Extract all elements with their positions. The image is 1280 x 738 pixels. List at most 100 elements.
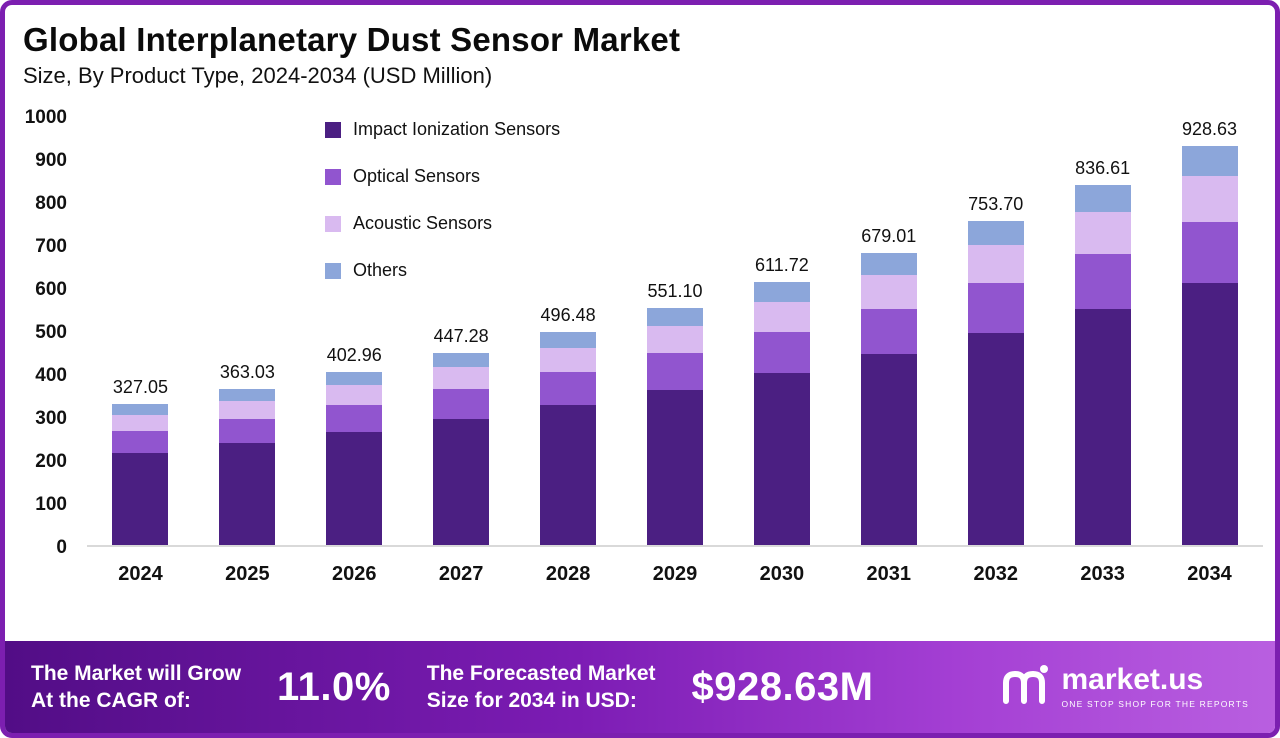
bar-group-2027: 447.28	[408, 117, 515, 545]
bar-segment-impact-ionization-sensors	[326, 431, 383, 545]
bar-segment-others	[1074, 185, 1131, 213]
bar-segment-others	[967, 220, 1024, 246]
x-axis-label: 2031	[866, 563, 912, 585]
bar-2027	[433, 352, 490, 545]
y-axis-tick: 400	[35, 365, 67, 386]
bar-value-label: 753.70	[968, 193, 1024, 214]
page-title: Global Interplanetary Dust Sensor Market	[23, 21, 681, 58]
bar-group-2032: 753.70	[942, 117, 1049, 545]
bar-2029	[646, 308, 703, 545]
bar-group-2034: 928.63	[1156, 117, 1263, 545]
bar-value-label: 836.61	[1075, 158, 1131, 179]
bar-segment-impact-ionization-sensors	[219, 442, 276, 545]
bar-segment-optical-sensors	[967, 282, 1024, 333]
bar-segment-optical-sensors	[1074, 253, 1131, 310]
bar-value-label: 327.05	[112, 377, 168, 398]
y-axis-tick: 700	[35, 236, 67, 257]
bar-2034	[1181, 145, 1238, 545]
legend-item-others: Others	[325, 260, 560, 281]
bar-value-label: 551.10	[647, 281, 703, 302]
x-axis-label: 2030	[759, 563, 805, 585]
legend-swatch	[325, 121, 341, 138]
x-axis-label: 2026	[332, 563, 377, 585]
bar-2032	[967, 220, 1024, 545]
bar-segment-acoustic-sensors	[326, 384, 383, 405]
bar-group-2024: 327.05	[87, 117, 194, 545]
x-axis-label: 2029	[652, 563, 698, 585]
legend-label: Others	[353, 260, 408, 280]
legend-item-impact-ionization-sensors: Impact Ionization Sensors	[325, 119, 560, 140]
cagr-label-line1: The Market will Grow	[31, 661, 242, 685]
forecast-label: The Forecasted Market Size for 2034 in U…	[427, 660, 656, 715]
bar-value-label: 402.96	[326, 344, 382, 365]
bar-group-2033: 836.61	[1049, 117, 1156, 545]
forecast-value: $928.63M	[691, 664, 874, 709]
bar-2024	[112, 404, 169, 545]
page-subtitle: Size, By Product Type, 2024-2034 (USD Mi…	[23, 63, 493, 88]
brand-text: market.us ONE STOP SHOP FOR THE REPORTS	[1061, 663, 1249, 710]
bar-segment-optical-sensors	[540, 372, 597, 406]
bar-2031	[860, 253, 917, 545]
y-axis-tick: 300	[35, 408, 67, 429]
bar-segment-acoustic-sensors	[1074, 212, 1131, 254]
bar-segment-impact-ionization-sensors	[1074, 309, 1131, 545]
bar-segment-others	[433, 352, 490, 368]
bar-segment-others	[753, 282, 810, 302]
legend-label: Optical Sensors	[353, 166, 481, 186]
y-axis-tick: 500	[35, 322, 67, 343]
bar-segment-others	[860, 253, 917, 275]
x-axis-label: 2028	[545, 563, 591, 585]
bar-2033	[1074, 185, 1131, 545]
bar-segment-acoustic-sensors	[112, 414, 169, 432]
legend-swatch	[325, 262, 341, 279]
x-axis-labels: 2024 2025 2026 2027 2028 2029 2030 2031 2032 2033…	[87, 563, 1263, 586]
y-axis-tick: 900	[35, 150, 67, 171]
bar-value-label: 611.72	[755, 255, 809, 275]
bar-segment-optical-sensors	[219, 418, 276, 443]
bar-value-label: 928.63	[1181, 118, 1238, 139]
cagr-label: The Market will Grow At the CAGR of:	[31, 660, 241, 715]
bar-segment-acoustic-sensors	[540, 347, 597, 373]
chart-legend: Impact Ionization Sensors Optical Sensors…	[325, 119, 560, 281]
legend-item-acoustic-sensors: Acoustic Sensors	[325, 213, 560, 234]
x-axis-label: 2032	[973, 563, 1018, 585]
bar-2028	[540, 331, 597, 545]
y-axis-tick: 600	[35, 279, 67, 300]
bar-segment-optical-sensors	[753, 331, 810, 373]
chart-header: Global Interplanetary Dust Sensor Market…	[5, 5, 1275, 89]
bar-segment-acoustic-sensors	[433, 367, 490, 390]
bar-segment-optical-sensors	[646, 353, 703, 390]
bar-segment-acoustic-sensors	[219, 400, 276, 419]
bar-value-label: 496.48	[540, 304, 596, 325]
legend-swatch	[325, 215, 341, 232]
x-axis-label: 2027	[438, 563, 484, 585]
bar-segment-optical-sensors	[860, 308, 917, 354]
bar-group-2031: 679.01	[835, 117, 942, 545]
bar-segment-impact-ionization-sensors	[967, 332, 1024, 545]
bar-value-label: 447.28	[433, 325, 489, 346]
bar-segment-impact-ionization-sensors	[112, 452, 169, 545]
brand-name: market.us	[1061, 663, 1204, 696]
bar-2030	[753, 282, 810, 545]
bars-container: 327.05 363.03 402.96 447.28 496.48 551.10 611.…	[87, 117, 1263, 545]
market-us-logo-icon	[999, 659, 1051, 716]
bar-group-2028: 496.48	[515, 117, 622, 545]
bar-group-2025: 363.03	[194, 117, 301, 545]
y-axis-tick: 800	[35, 193, 67, 214]
y-axis-tick: 1000	[24, 107, 67, 128]
bar-group-2029: 551.10	[622, 117, 729, 545]
legend-item-optical-sensors: Optical Sensors	[325, 166, 560, 187]
bar-segment-impact-ionization-sensors	[433, 419, 490, 545]
stacked-bar-chart: Impact Ionization Sensors Optical Sensors…	[5, 89, 1275, 637]
bar-group-2026: 402.96	[301, 117, 408, 545]
x-axis-label: 2034	[1187, 563, 1232, 585]
bar-segment-optical-sensors	[112, 431, 169, 453]
bar-segment-optical-sensors	[1181, 221, 1238, 284]
legend-label: Impact Ionization Sensors	[353, 119, 561, 139]
bar-segment-acoustic-sensors	[646, 325, 703, 354]
bar-segment-acoustic-sensors	[753, 301, 810, 332]
bar-2026	[326, 371, 383, 545]
legend-label: Acoustic Sensors	[353, 213, 493, 233]
bar-segment-acoustic-sensors	[860, 274, 917, 309]
